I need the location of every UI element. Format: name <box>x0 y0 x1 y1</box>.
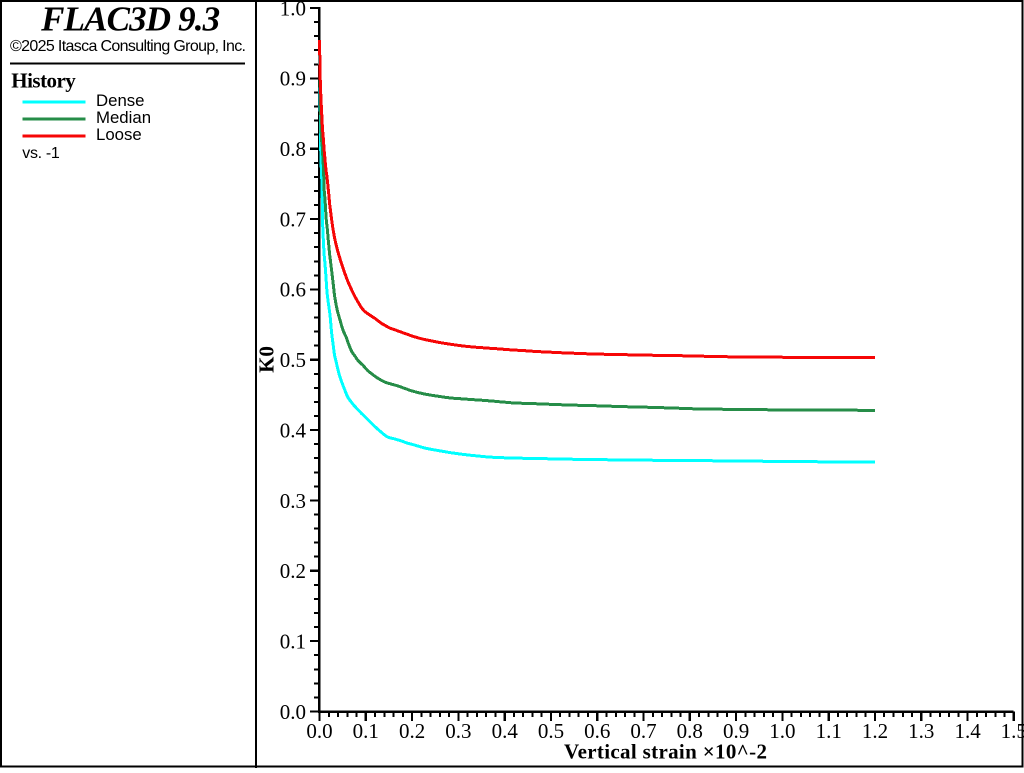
svg-text:0.6: 0.6 <box>584 719 610 743</box>
svg-text:0.8: 0.8 <box>677 719 703 743</box>
svg-text:0.2: 0.2 <box>280 559 306 583</box>
svg-text:1.1: 1.1 <box>816 719 842 743</box>
svg-text:1.3: 1.3 <box>908 719 934 743</box>
svg-text:1.5: 1.5 <box>1001 719 1024 743</box>
svg-text:K0: K0 <box>255 346 279 373</box>
svg-text:0.0: 0.0 <box>306 719 332 743</box>
svg-text:©2025 Itasca Consulting Group,: ©2025 Itasca Consulting Group, Inc. <box>10 38 246 55</box>
svg-text:0.9: 0.9 <box>723 719 749 743</box>
svg-text:0.9: 0.9 <box>280 67 306 91</box>
svg-text:vs. -1: vs. -1 <box>22 145 60 162</box>
svg-text:0.3: 0.3 <box>445 719 471 743</box>
svg-text:0.4: 0.4 <box>492 719 519 743</box>
svg-text:0.7: 0.7 <box>280 207 306 231</box>
svg-text:0.5: 0.5 <box>538 719 564 743</box>
svg-text:1.2: 1.2 <box>862 719 888 743</box>
svg-text:FLAC3D 9.3: FLAC3D 9.3 <box>40 0 220 38</box>
svg-text:0.7: 0.7 <box>630 719 656 743</box>
svg-text:0.1: 0.1 <box>280 629 306 653</box>
svg-text:1.0: 1.0 <box>769 719 795 743</box>
svg-text:0.3: 0.3 <box>280 489 306 513</box>
svg-text:Loose: Loose <box>96 125 142 144</box>
svg-text:Vertical strain ×10^-2: Vertical strain ×10^-2 <box>564 739 767 763</box>
svg-text:0.4: 0.4 <box>280 418 307 442</box>
svg-text:0.2: 0.2 <box>399 719 425 743</box>
svg-text:Dense: Dense <box>96 91 145 110</box>
svg-text:Median: Median <box>96 108 151 127</box>
svg-text:1.4: 1.4 <box>954 719 981 743</box>
svg-text:0.1: 0.1 <box>353 719 379 743</box>
svg-text:1.0: 1.0 <box>280 0 306 20</box>
svg-text:0.6: 0.6 <box>280 278 306 302</box>
svg-text:0.5: 0.5 <box>280 348 306 372</box>
svg-text:History: History <box>11 68 76 92</box>
svg-text:0.8: 0.8 <box>280 137 306 161</box>
svg-text:0.0: 0.0 <box>280 700 306 724</box>
